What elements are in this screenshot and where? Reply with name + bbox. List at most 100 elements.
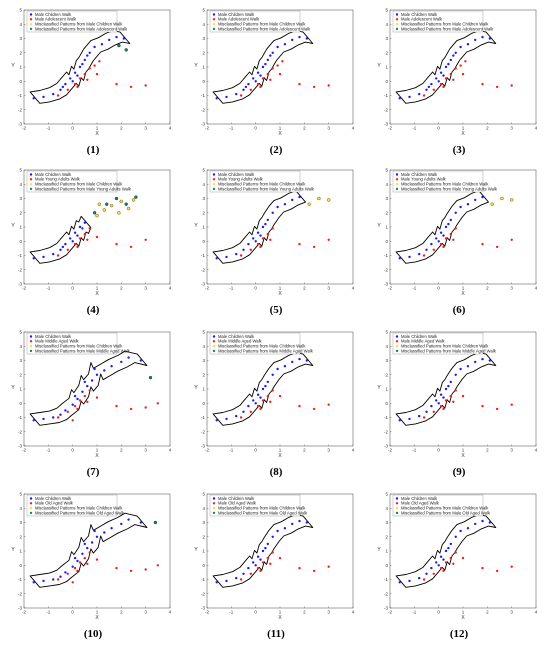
y-tick-label: 1 [19, 225, 22, 230]
data-point [291, 198, 294, 202]
data-point [252, 561, 255, 564]
data-point [56, 416, 60, 419]
data-point [73, 566, 77, 570]
data-point [264, 384, 267, 388]
data-point [95, 535, 99, 538]
x-tick-label: -1 [229, 448, 233, 453]
legend-marker [29, 22, 33, 26]
data-point [481, 195, 484, 199]
data-point [327, 238, 330, 241]
data-point [439, 231, 443, 234]
data-point [139, 521, 142, 524]
data-point [276, 205, 279, 209]
y-axis-label: Y [11, 547, 15, 553]
y-tick-label: 0 [19, 79, 22, 84]
data-point [447, 62, 450, 66]
data-point [259, 569, 262, 573]
data-point [408, 255, 411, 259]
data-point [298, 195, 301, 199]
data-point [59, 248, 62, 251]
data-point [271, 227, 274, 230]
y-tick-label: 2 [385, 50, 388, 55]
x-tick-label: 0 [437, 126, 440, 131]
data-point [278, 72, 282, 76]
panel-label: (6) [452, 304, 466, 316]
x-tick-label: 4 [169, 286, 172, 291]
x-tick-label: 0 [254, 126, 257, 131]
data-point [442, 234, 445, 237]
legend-marker [395, 182, 399, 186]
x-tick-label: -1 [412, 126, 416, 131]
y-axis-label: Y [11, 63, 15, 69]
data-point [269, 54, 272, 57]
legend-entry: Male Young Adults Walk [401, 177, 447, 182]
data-point [398, 257, 401, 260]
data-point [305, 521, 308, 524]
x-tick-label: 0 [437, 286, 440, 291]
data-point [435, 561, 438, 564]
x-tick-label: 2 [303, 286, 306, 291]
y-tick-label: 3 [202, 520, 205, 525]
legend-entry: Male Children Walk [218, 334, 255, 339]
data-point [256, 566, 260, 570]
panel-label: (12) [449, 628, 469, 640]
data-point [83, 72, 87, 76]
data-point [120, 522, 123, 526]
legend-entry: Misclassified Patterns from Male Old Age… [401, 510, 491, 515]
x-tick-label: 3 [510, 286, 513, 291]
data-point [249, 248, 252, 251]
y-tick-label: -1 [18, 93, 22, 98]
data-point [276, 529, 279, 533]
x-tick-label: -2 [205, 286, 209, 291]
x-tick-label: 0 [71, 610, 74, 615]
data-point [52, 92, 55, 96]
data-point [432, 248, 435, 251]
legend-box [392, 170, 484, 193]
data-point [42, 579, 45, 583]
y-tick-label: 5 [19, 168, 22, 173]
y-tick-label: 1 [202, 387, 205, 392]
data-point [122, 37, 126, 40]
legend-entry: Male Adolescent Walk [401, 17, 443, 22]
data-point [83, 380, 87, 384]
data-point [266, 394, 269, 398]
data-point [71, 240, 74, 243]
legend-marker [212, 335, 216, 338]
legend-entry: Male Children Walk [35, 12, 72, 17]
data-point [474, 360, 477, 364]
data-point [76, 407, 79, 411]
data-point [261, 387, 265, 391]
data-point [129, 85, 133, 89]
data-point [439, 404, 443, 408]
legend-box [209, 170, 301, 193]
y-axis-label: Y [377, 223, 381, 229]
legend-marker [395, 27, 399, 31]
y-tick-label: 2 [202, 50, 205, 55]
data-point [481, 35, 484, 39]
legend-marker [212, 506, 216, 510]
data-point [73, 82, 77, 86]
legend-entry: Male Children Walk [35, 334, 72, 339]
legend-marker [395, 22, 399, 26]
legend-marker [212, 27, 216, 31]
data-point [59, 88, 62, 92]
y-tick-label: 1 [19, 549, 22, 554]
data-point [90, 541, 94, 544]
x-tick-label: 2 [303, 610, 306, 615]
legend-marker [212, 349, 216, 353]
x-tick-label: 1 [96, 286, 99, 291]
data-point [510, 84, 513, 87]
legend-marker [212, 178, 216, 181]
x-tick-label: 1 [462, 286, 465, 291]
y-tick-label: 2 [19, 534, 22, 539]
x-axis-label: X [95, 453, 99, 459]
x-tick-label: -2 [388, 448, 392, 453]
legend-entry: Male Middle Aged Walk [218, 339, 263, 344]
data-point [247, 242, 250, 246]
x-tick-label: 1 [96, 126, 99, 131]
legend-marker [212, 340, 216, 343]
data-point [439, 393, 443, 396]
y-tick-label: 4 [385, 182, 388, 187]
y-tick-label: 4 [385, 344, 388, 349]
